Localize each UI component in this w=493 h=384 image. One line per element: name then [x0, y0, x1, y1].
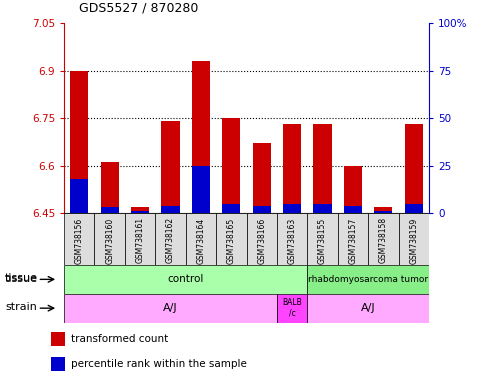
Bar [283, 124, 301, 213]
Bar [95, 213, 125, 265]
Bar [222, 204, 241, 213]
Bar [314, 204, 332, 213]
Text: GSM738157: GSM738157 [349, 217, 357, 263]
Text: tissue: tissue [5, 273, 38, 283]
Bar [216, 213, 246, 265]
Bar [222, 118, 241, 213]
Text: GSM738162: GSM738162 [166, 217, 175, 263]
Bar [277, 213, 307, 265]
Text: GSM738159: GSM738159 [409, 217, 418, 263]
Bar [283, 204, 301, 213]
Bar [344, 166, 362, 213]
Text: A/J: A/J [163, 303, 178, 313]
Bar [307, 294, 429, 323]
Text: GSM738155: GSM738155 [318, 217, 327, 263]
Text: GSM738163: GSM738163 [287, 217, 297, 263]
Bar [405, 124, 423, 213]
Bar [64, 213, 95, 265]
Bar [277, 294, 307, 323]
Bar [101, 207, 119, 213]
Text: GSM738156: GSM738156 [75, 217, 84, 263]
Bar [70, 179, 88, 213]
Bar [246, 213, 277, 265]
Bar [70, 71, 88, 213]
Bar [64, 294, 277, 323]
Bar [338, 213, 368, 265]
Text: percentile rank within the sample: percentile rank within the sample [70, 359, 246, 369]
Text: transformed count: transformed count [70, 334, 168, 344]
Bar [314, 124, 332, 213]
Text: strain: strain [5, 302, 37, 312]
Bar [252, 144, 271, 213]
Bar [64, 265, 307, 294]
Bar [131, 207, 149, 213]
Bar [374, 211, 392, 213]
Text: GSM738161: GSM738161 [136, 217, 144, 263]
Text: tissue: tissue [5, 274, 38, 285]
Bar [125, 213, 155, 265]
Text: GSM738165: GSM738165 [227, 217, 236, 263]
Bar [398, 213, 429, 265]
Text: GSM738158: GSM738158 [379, 217, 388, 263]
Bar [51, 358, 65, 371]
Bar [161, 205, 179, 213]
Bar [307, 213, 338, 265]
Bar [161, 121, 179, 213]
Bar [405, 204, 423, 213]
Text: GDS5527 / 870280: GDS5527 / 870280 [79, 2, 198, 15]
Bar [186, 213, 216, 265]
Bar [374, 207, 392, 213]
Text: control: control [168, 274, 204, 285]
Bar [252, 205, 271, 213]
Text: GSM738164: GSM738164 [196, 217, 206, 263]
Text: A/J: A/J [361, 303, 375, 313]
Bar [101, 162, 119, 213]
Text: BALB
/c: BALB /c [282, 298, 302, 318]
Bar [192, 166, 210, 213]
Text: GSM738166: GSM738166 [257, 217, 266, 263]
Text: rhabdomyosarcoma tumor: rhabdomyosarcoma tumor [308, 275, 428, 284]
Bar [344, 205, 362, 213]
Bar [155, 213, 186, 265]
Bar [131, 211, 149, 213]
Bar [368, 213, 398, 265]
Bar [192, 61, 210, 213]
Text: GSM738160: GSM738160 [105, 217, 114, 263]
Bar [51, 333, 65, 346]
Bar [307, 265, 429, 294]
